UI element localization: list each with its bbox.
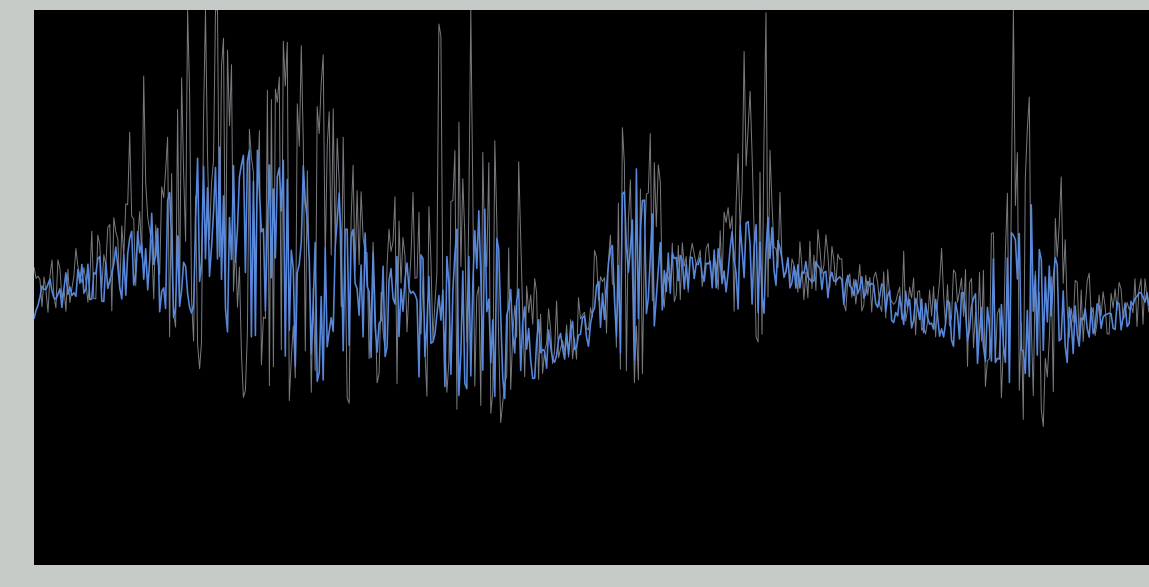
waveform-series-line (34, 10, 1149, 427)
waveform-plot (34, 10, 1149, 427)
waveform-plot-area (34, 10, 1149, 565)
waveform-series-line (34, 146, 1149, 400)
